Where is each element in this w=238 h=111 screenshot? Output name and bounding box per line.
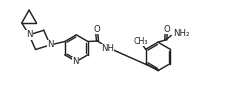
Text: O: O <box>93 25 100 34</box>
Text: CH₃: CH₃ <box>134 37 148 46</box>
Text: NH₂: NH₂ <box>174 29 190 38</box>
Text: O: O <box>163 25 170 34</box>
Text: N: N <box>47 40 54 49</box>
Text: NH: NH <box>101 44 114 53</box>
Text: N: N <box>72 57 79 66</box>
Text: N: N <box>26 30 32 39</box>
